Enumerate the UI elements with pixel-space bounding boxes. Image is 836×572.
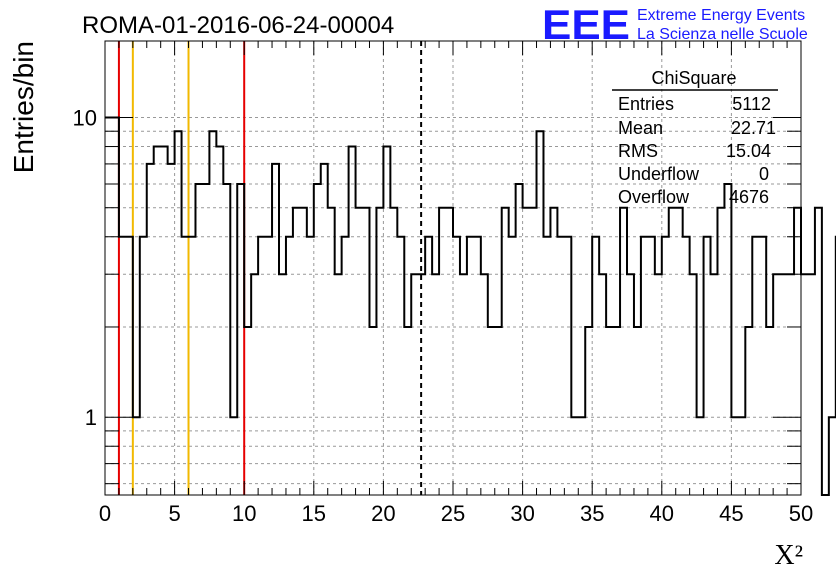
x-tick-labels: 0 5 10 15 20 25 30 35 40 45 50 bbox=[99, 501, 813, 526]
y-tick-label: 1 bbox=[85, 405, 97, 430]
x-tick-label: 25 bbox=[441, 501, 465, 526]
y-axis-title: Entries/bin bbox=[8, 41, 39, 173]
x-tick-label: 5 bbox=[168, 501, 180, 526]
x-tick-label: 45 bbox=[719, 501, 743, 526]
x-tick-label: 0 bbox=[99, 501, 111, 526]
eee-logo: EEE Extreme Energy Events La Scienza nel… bbox=[542, 1, 808, 48]
stats-label-mean: Mean bbox=[618, 118, 663, 138]
stats-value-underflow: 0 bbox=[759, 164, 769, 184]
stats-label-rms: RMS bbox=[618, 141, 658, 161]
grid-lines bbox=[105, 41, 801, 495]
x-tick-label: 10 bbox=[232, 501, 256, 526]
logo-line1: Extreme Energy Events bbox=[637, 7, 805, 24]
histogram-line bbox=[105, 116, 836, 496]
logo-mark: EEE bbox=[542, 1, 630, 48]
stats-value-overflow: 4676 bbox=[729, 187, 769, 207]
x-tick-label: 15 bbox=[302, 501, 326, 526]
stats-label-overflow: Overflow bbox=[618, 187, 690, 207]
logo-line2: La Scienza nelle Scuole bbox=[637, 26, 808, 43]
stats-label-underflow: Underflow bbox=[618, 164, 700, 184]
x-tick-label: 50 bbox=[789, 501, 813, 526]
stats-box: ChiSquare Entries 5112 Mean 22.71 RMS 15… bbox=[612, 68, 778, 207]
x-tick-label: 40 bbox=[650, 501, 674, 526]
axis-ticks bbox=[104, 41, 802, 495]
y-tick-labels: 1 10 bbox=[73, 106, 97, 431]
x-axis-title: X² bbox=[774, 540, 803, 571]
stats-value-entries: 5112 bbox=[732, 94, 771, 114]
stats-value-mean: 22.71 bbox=[731, 118, 776, 138]
stats-label-entries: Entries bbox=[618, 94, 674, 114]
stats-value-rms: 15.04 bbox=[726, 141, 771, 161]
x-tick-label: 30 bbox=[510, 501, 534, 526]
y-tick-label: 10 bbox=[73, 106, 97, 131]
chart-title: ROMA-01-2016-06-24-00004 bbox=[82, 12, 394, 39]
x-tick-label: 35 bbox=[580, 501, 604, 526]
x-tick-label: 20 bbox=[371, 501, 395, 526]
stats-box-title: ChiSquare bbox=[651, 68, 736, 88]
